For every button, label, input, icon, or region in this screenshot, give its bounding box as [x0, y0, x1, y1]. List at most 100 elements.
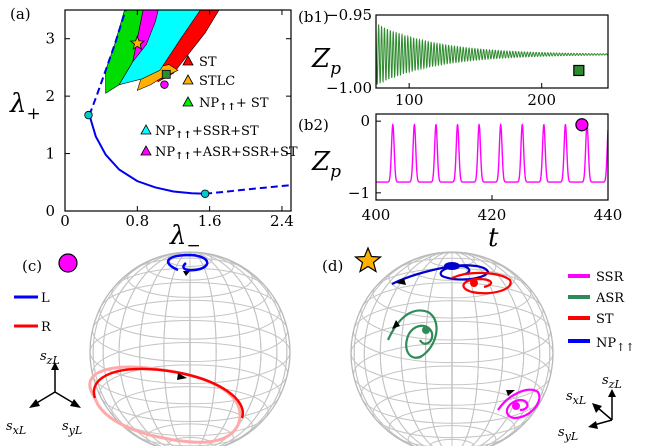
y-tick-label-a: 0 [45, 202, 55, 220]
circle-marker [200, 189, 210, 198]
x-tick-label-b2: 440 [594, 206, 623, 224]
longitude-line [451, 252, 453, 446]
legend-label-a: ST [199, 55, 217, 70]
y-axis-label-a: λ+ [9, 89, 41, 124]
boundary-solid [88, 114, 206, 195]
x-axis-label-a: λ− [169, 221, 201, 256]
panel-a: (a) 0 0.8 1.6 2.4 0 1 2 3 ST STLC NP↑↑+ ST NP↑↑+SS… [9, 5, 298, 256]
y-tick-label-a: 2 [45, 87, 55, 105]
longitude-line [118, 252, 262, 446]
state-square-marker [573, 64, 585, 77]
legend-label-l: L [41, 291, 50, 306]
x-tick-label-a: 0 [60, 212, 70, 230]
phase-boundaries [88, 10, 291, 195]
longitude-line [379, 252, 525, 446]
trajectory-np [391, 262, 490, 285]
y-tick-label-b2: −1 [348, 184, 370, 202]
axis-ticks-a: 0 0.8 1.6 2.4 0 1 2 3 [45, 10, 294, 230]
axis-ticks-b1: 100 200 −0.95 −1.00 [326, 6, 585, 109]
series-line-b2 [376, 122, 608, 183]
longitude-line [363, 252, 541, 446]
panel-a-tag: (a) [10, 5, 31, 23]
legend-triangle-icon [182, 55, 194, 66]
x-tick-label-b1: 100 [395, 91, 424, 109]
axis-ticks-b2: 400 420 440 0 −1 [348, 112, 622, 224]
legend-label-r: R [41, 320, 52, 335]
y-tick-label-b2: 0 [360, 112, 370, 130]
arrow-down-left-icon [29, 399, 40, 408]
square-marker [161, 69, 171, 79]
axes-frame-b1 [375, 14, 609, 89]
sphere-grid [90, 252, 290, 446]
panel-b1: (b1) 100 200 −0.95 −1.00 Zp [298, 6, 609, 109]
axis-label-szl: szL [40, 349, 60, 367]
x-tick-label-b2: 420 [478, 206, 507, 224]
trajectory-ssr [497, 388, 541, 420]
series-line-b1 [376, 23, 608, 85]
panel-b2-tag: (b2) [298, 116, 329, 134]
panel-c: (c) L R szL sxL syL [6, 251, 291, 446]
longitude-line [139, 252, 241, 446]
longitude-line [189, 252, 191, 446]
axis-label-sxl: sxL [6, 419, 26, 437]
legend-label-asr: ASR [595, 291, 625, 306]
sphere-outline [89, 251, 291, 446]
x-tick-label-a: 1.6 [198, 212, 222, 230]
x-tick-label-a: 2.4 [270, 212, 294, 230]
state-star-marker [353, 246, 383, 273]
longitude-line [102, 252, 278, 446]
trajectory-asr [386, 309, 438, 359]
legend-label-np: NP↑↑ [596, 336, 635, 354]
arrow-down-right-icon [70, 399, 81, 408]
direction-arrow-icon [183, 271, 190, 276]
longitude-line [163, 252, 217, 446]
circle-marker [160, 80, 169, 89]
boundary-dashed-upper [88, 10, 127, 116]
panel-c-tag: (c) [22, 257, 42, 275]
legend-c: L R [14, 291, 52, 335]
legend-label-a: STLC [199, 74, 235, 89]
legend-label-a: NP↑↑+SSR+ST [155, 124, 259, 141]
coordinate-axes-c: szL sxL syL [6, 349, 82, 437]
direction-arrow-icon [177, 373, 187, 380]
coordinate-axes-d: sxL szL syL [558, 373, 622, 443]
y-axis-label-b2: Zp [311, 147, 341, 182]
trajectory-st [451, 271, 512, 295]
legend-triangle-icon [140, 145, 152, 156]
legend-d: SSR ASR ST NP↑↑ [568, 270, 635, 354]
axes-frame-a [64, 9, 292, 212]
y-tick-label-b1: −0.95 [326, 6, 372, 24]
legend-a: ST STLC NP↑↑+ ST NP↑↑+SSR+ST NP↑↑+ASR+SSR+ST [140, 55, 298, 162]
arrow-up-left-icon [592, 403, 602, 413]
boundary-dashed-lower [205, 184, 291, 195]
trajectory-left-spin [166, 253, 209, 276]
x-tick-label-b2: 400 [362, 206, 391, 224]
trajectory-right-spin [88, 365, 245, 444]
arrow-up-icon [608, 389, 616, 397]
axis-label-syl: syL [62, 419, 82, 437]
axis-label-syl: syL [558, 425, 578, 443]
direction-arrow-icon [392, 320, 400, 329]
y-axis-label-b1: Zp [311, 44, 341, 79]
state-circle-marker [575, 118, 589, 132]
phase-markers [84, 35, 210, 198]
circle-marker [84, 110, 93, 120]
y-tick-label-a: 3 [45, 30, 55, 48]
legend-label-a: NP↑↑+ ST [199, 96, 269, 113]
sphere-outline [350, 251, 554, 446]
arrow-left-icon [588, 421, 598, 429]
longitude-line [353, 252, 551, 446]
axes-frame-b2 [375, 113, 609, 201]
longitude-line [92, 252, 288, 446]
legend-label-a: NP↑↑+ASR+SSR+ST [155, 145, 298, 162]
time-series-b2 [376, 122, 608, 183]
star-marker [129, 35, 146, 50]
direction-arrow-icon [506, 390, 515, 396]
state-circle-marker [58, 253, 78, 273]
y-tick-label-b1: −1.00 [326, 79, 372, 97]
legend-label-st: ST [596, 312, 614, 327]
time-series-b1 [376, 23, 608, 85]
legend-triangle-icon [182, 96, 194, 107]
legend-triangle-icon [140, 124, 152, 135]
y-tick-label-a: 1 [45, 145, 55, 163]
